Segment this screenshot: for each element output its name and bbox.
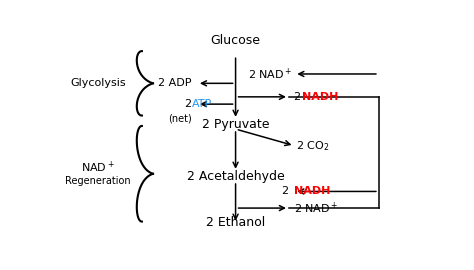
Text: 2 NAD$^+$: 2 NAD$^+$ <box>248 66 292 82</box>
Text: NAD$^+$: NAD$^+$ <box>81 160 115 175</box>
Text: 2 ADP: 2 ADP <box>158 78 191 88</box>
Text: Glycolysis: Glycolysis <box>70 78 126 88</box>
Text: 2 Ethanol: 2 Ethanol <box>206 216 265 229</box>
Text: 2 Pyruvate: 2 Pyruvate <box>202 119 269 131</box>
Text: 2 NAD$^+$: 2 NAD$^+$ <box>294 200 339 216</box>
Text: NADH: NADH <box>301 92 338 102</box>
Text: Glucose: Glucose <box>210 34 261 47</box>
Text: 2: 2 <box>184 99 191 109</box>
Text: NADH: NADH <box>294 187 331 197</box>
Text: Regeneration: Regeneration <box>65 176 131 186</box>
Text: ATP: ATP <box>191 99 212 109</box>
Text: (net): (net) <box>168 114 191 124</box>
Text: 2 Acetaldehyde: 2 Acetaldehyde <box>187 170 284 183</box>
Text: 2: 2 <box>282 187 292 197</box>
Text: 2 CO$_2$: 2 CO$_2$ <box>296 139 329 153</box>
Text: 2: 2 <box>294 92 305 102</box>
